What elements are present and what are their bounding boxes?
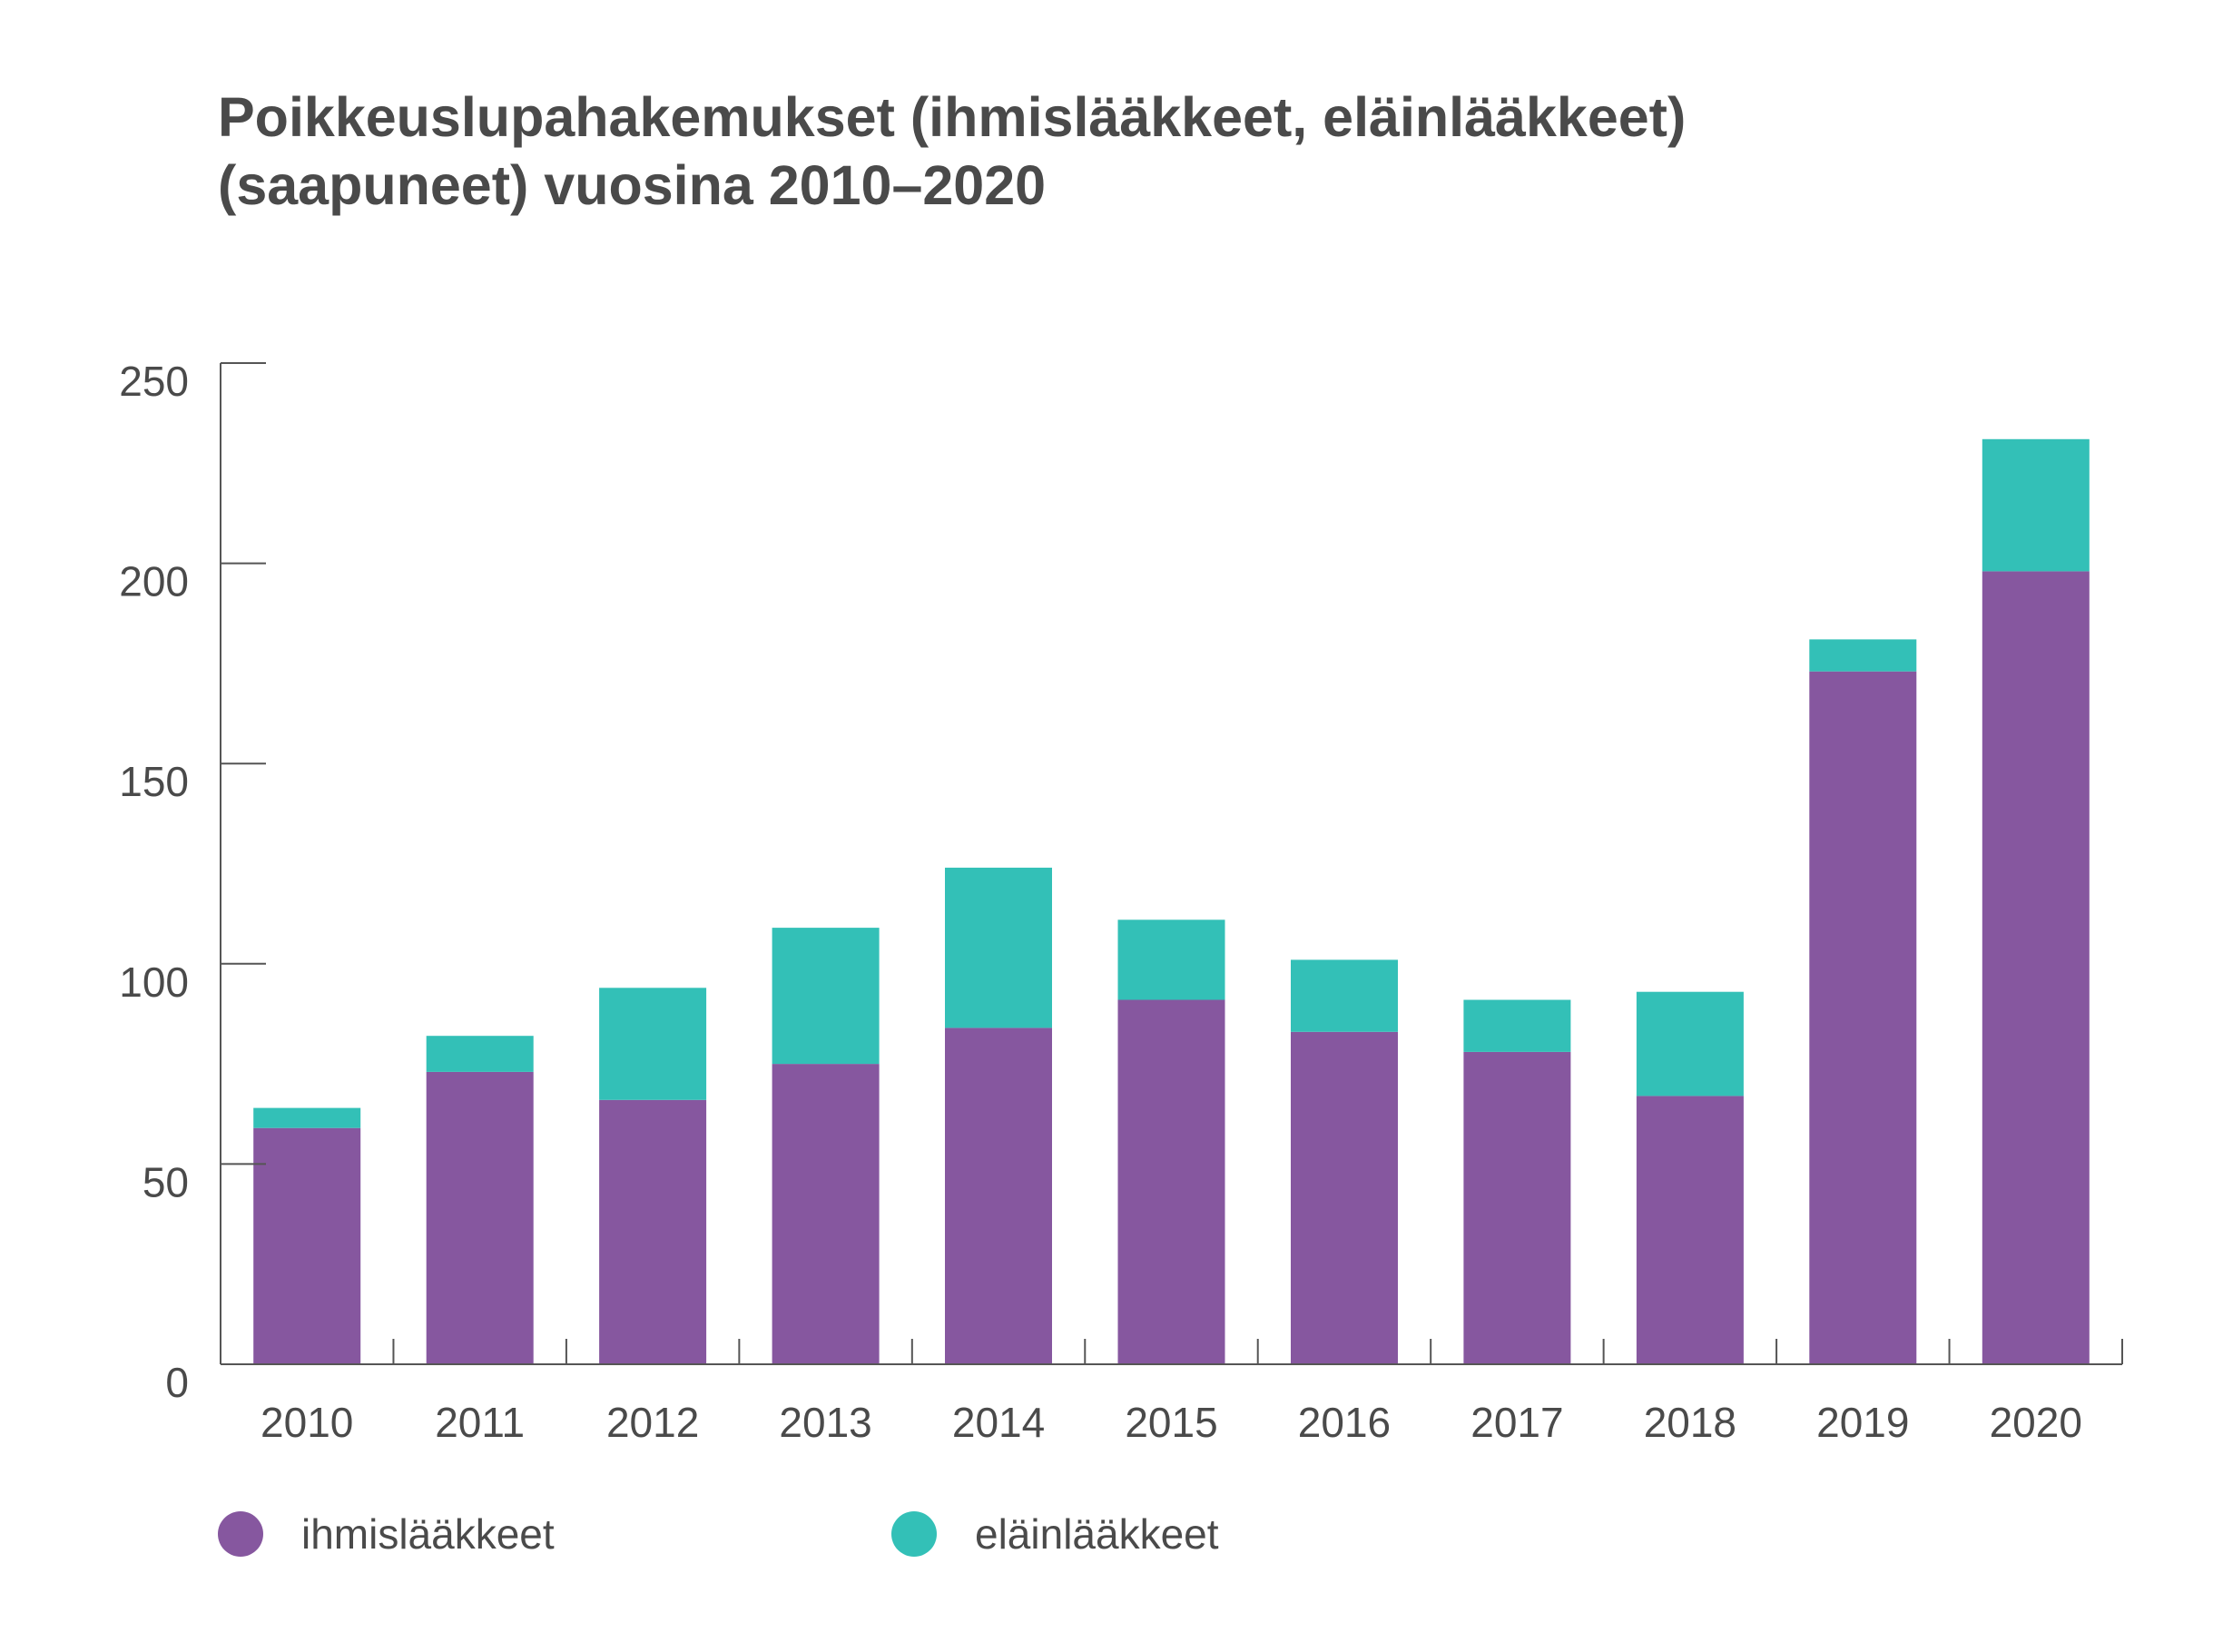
- bar-2018-series-1: [1636, 991, 1744, 1096]
- y-tick-label-200: 200: [119, 558, 189, 605]
- bar-2015-series-1: [1117, 919, 1225, 1000]
- x-tick-label-2011: 2011: [435, 1399, 525, 1446]
- bar-2012-series-0: [599, 1099, 707, 1364]
- tick-labels-layer: 0 50 100 150 200 250 2010 2011 2012 2013 2014 2015 2…: [119, 358, 2082, 1446]
- legend-label-elainlaakkeet: eläinlääkkeet: [975, 1510, 1219, 1558]
- y-tick-label-100: 100: [119, 959, 189, 1006]
- x-tick-label-2014: 2014: [952, 1399, 1045, 1446]
- x-tick-label-2017: 2017: [1470, 1399, 1563, 1446]
- bar-2016-series-0: [1291, 1031, 1398, 1364]
- legend-item-elainlaakkeet: eläinlääkkeet: [891, 1507, 1219, 1561]
- y-tick-label-0: 0: [165, 1359, 189, 1406]
- legend-dot-elainlaakkeet: [891, 1511, 937, 1557]
- chart-title-line-2: (saapuneet) vuosina 2010–2020: [218, 154, 1047, 216]
- x-tick-label-2013: 2013: [779, 1399, 871, 1446]
- axes-layer: [220, 362, 2123, 1365]
- y-tick-label-50: 50: [143, 1158, 189, 1205]
- chart-title: Poikkeuslupahakemukset (ihmislääkkeet, e…: [218, 84, 1686, 220]
- bars-layer: [253, 438, 2090, 1364]
- bar-2019-series-1: [1809, 639, 1917, 672]
- x-tick-label-2015: 2015: [1125, 1399, 1217, 1446]
- legend-dot-ihmislaakkeet: [218, 1511, 263, 1557]
- x-tick-label-2019: 2019: [1816, 1399, 1909, 1446]
- y-tick-label-250: 250: [119, 358, 189, 405]
- bar-2016-series-1: [1291, 959, 1398, 1032]
- y-tick-label-150: 150: [119, 758, 189, 805]
- chart-title-line-1: Poikkeuslupahakemukset (ihmislääkkeet, e…: [218, 86, 1687, 148]
- legend-label-ihmislaakkeet: ihmislääkkeet: [301, 1510, 555, 1558]
- bar-2014-series-1: [945, 867, 1052, 1028]
- bar-2010-series-0: [253, 1127, 361, 1364]
- bar-2019-series-0: [1809, 671, 1917, 1364]
- x-tick-label-2010: 2010: [261, 1399, 353, 1446]
- bar-2013-series-0: [772, 1064, 880, 1364]
- bar-2010-series-1: [253, 1107, 361, 1128]
- bar-2017-series-0: [1463, 1051, 1571, 1364]
- bar-2018-series-0: [1636, 1096, 1744, 1364]
- bar-2020-series-0: [1982, 571, 2090, 1364]
- legend-item-ihmislaakkeet: ihmislääkkeet: [218, 1507, 555, 1561]
- bar-2014-series-0: [945, 1028, 1052, 1364]
- x-tick-label-2020: 2020: [1990, 1399, 2082, 1446]
- bar-2020-series-1: [1982, 438, 2090, 572]
- x-tick-label-2016: 2016: [1298, 1399, 1391, 1446]
- x-tick-label-2018: 2018: [1644, 1399, 1736, 1446]
- bar-2011-series-0: [426, 1071, 534, 1364]
- bar-2013-series-1: [772, 928, 880, 1065]
- bar-2017-series-1: [1463, 999, 1571, 1052]
- x-tick-label-2012: 2012: [606, 1399, 699, 1446]
- bar-2015-series-0: [1117, 999, 1225, 1364]
- bar-2012-series-1: [599, 988, 707, 1100]
- bar-2011-series-1: [426, 1036, 534, 1072]
